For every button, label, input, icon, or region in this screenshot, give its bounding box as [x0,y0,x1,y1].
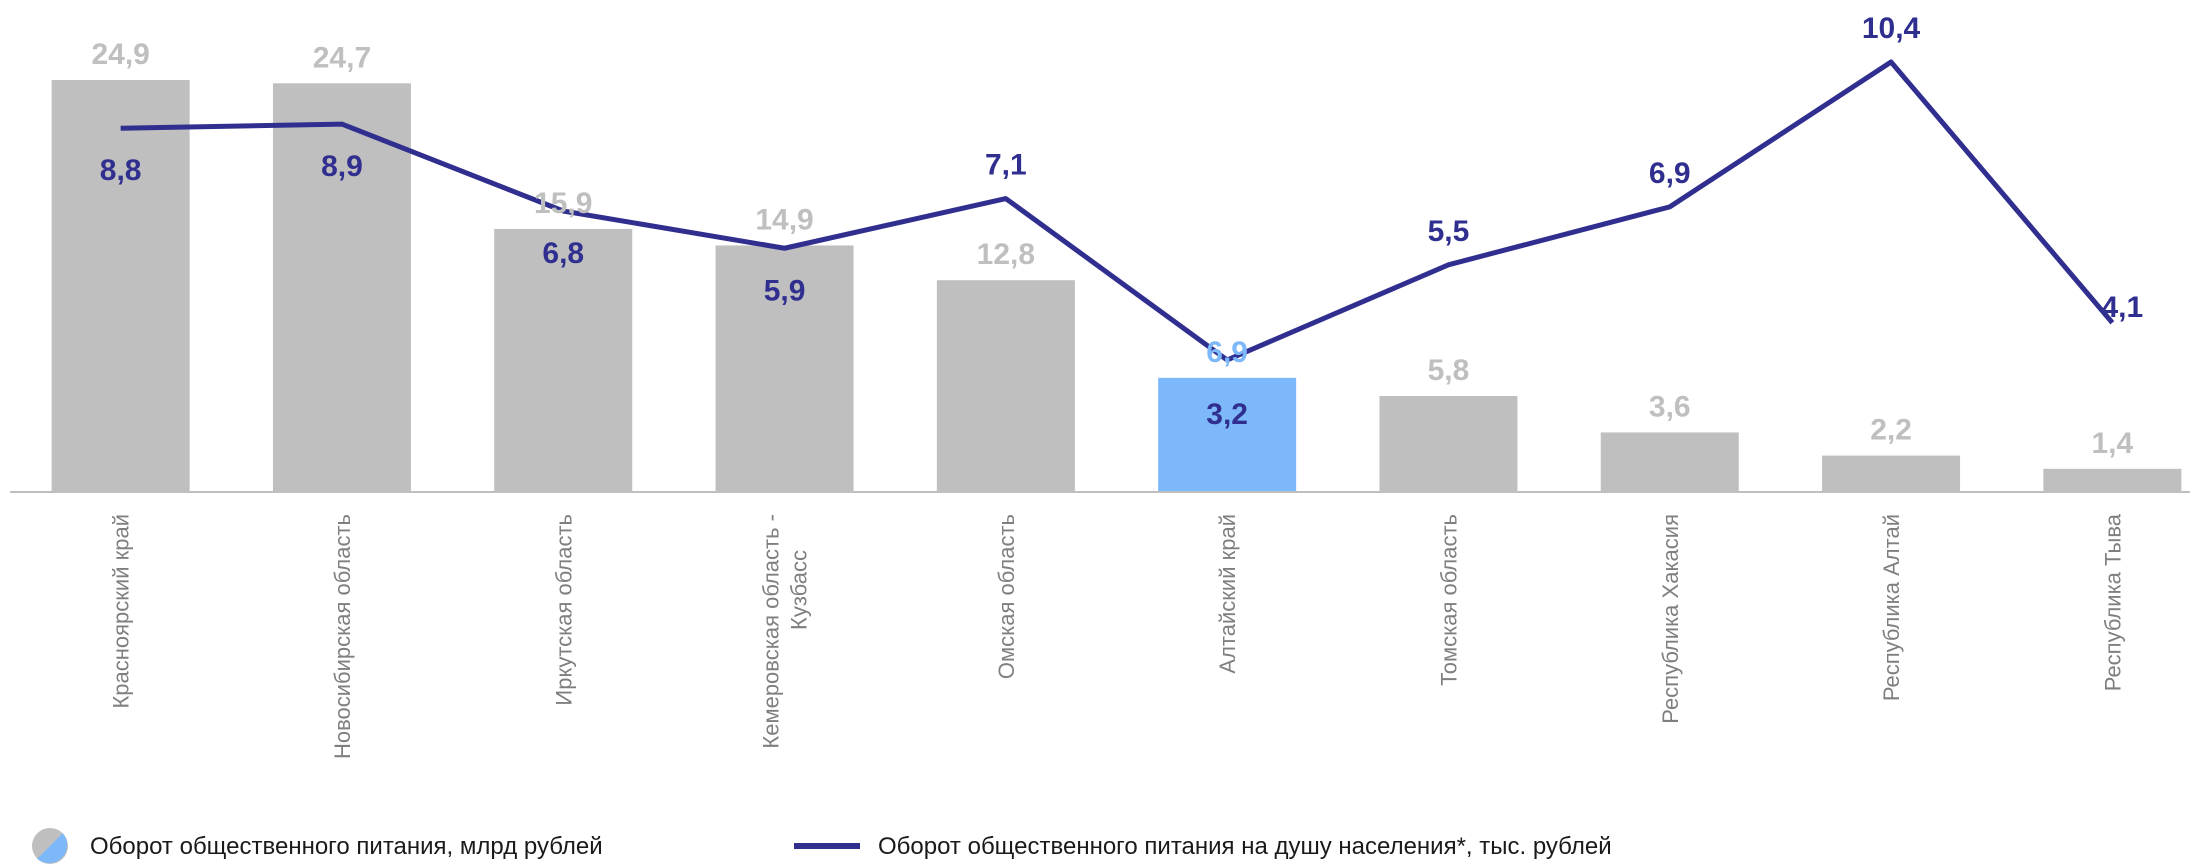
legend-bar-label: Оборот общественного питания, млрд рубле… [90,833,603,860]
line-data-labels: 8,8 8,9 6,8 5,9 7,1 3,2 5,5 6,9 10,4 4,1 [100,12,2143,431]
category-label: Республика Хакасия [1658,514,1683,724]
bar [1379,396,1518,492]
line-value-label: 4,1 [2101,291,2143,324]
category-label: Томская область [1436,514,1461,686]
bar-value-label: 24,9 [91,38,149,71]
bar-series [51,80,2182,493]
category-label: Кемеровская область - Кузбасс [759,514,812,749]
bar [2043,468,2182,492]
line-value-label: 10,4 [1862,12,1921,45]
line-value-label: 7,1 [985,149,1027,182]
bar-value-label: 14,9 [755,203,813,236]
category-label: Алтайский край [1215,514,1240,674]
category-label: Иркутская область [551,514,576,706]
line-value-label: 8,9 [321,150,363,183]
bar-value-label: 12,8 [977,238,1035,271]
bar-value-label: 1,4 [2091,427,2133,460]
bar-value-label: 2,2 [1870,414,1912,447]
category-label: Республика Тыва [2100,513,2125,691]
category-label: Новосибирская область [330,514,355,759]
bar-value-label: 24,7 [313,41,371,74]
bar [1600,432,1739,492]
bar-data-labels: 24,9 24,7 15,9 14,9 12,8 6,9 5,8 3,6 2,2 1,4 [91,38,2133,460]
bar [272,83,411,492]
category-label: Республика Алтай [1879,514,1904,701]
line-value-label: 6,9 [1649,157,1691,190]
bar-value-label: 6,9 [1206,336,1248,369]
bar [1822,455,1961,492]
bar [936,280,1075,492]
category-label-line: Кузбасс [787,550,812,630]
category-label-line: Кемеровская область - [759,514,784,749]
line-value-label: 8,8 [100,154,142,187]
line-value-label: 5,5 [1428,215,1470,248]
line-value-label: 6,8 [542,237,584,270]
legend: Оборот общественного питания, млрд рубле… [32,828,1612,864]
bar-value-label: 5,8 [1428,354,1470,387]
bar-value-label: 15,9 [534,187,592,220]
bar [715,245,854,492]
line-value-label: 5,9 [764,274,806,307]
line-value-label: 3,2 [1206,398,1248,431]
legend-bar-marker-highlight [37,833,68,864]
bar [1158,377,1297,492]
category-label: Омская область [994,514,1019,679]
line-series [120,59,2115,363]
category-labels: Красноярский край Новосибирская область Ир… [109,513,2126,759]
bar [51,80,190,492]
bar-value-label: 3,6 [1649,390,1691,423]
bar [494,228,633,493]
legend-line-label: Оборот общественного питания на душу нас… [878,833,1612,860]
category-label: Красноярский край [109,514,134,709]
